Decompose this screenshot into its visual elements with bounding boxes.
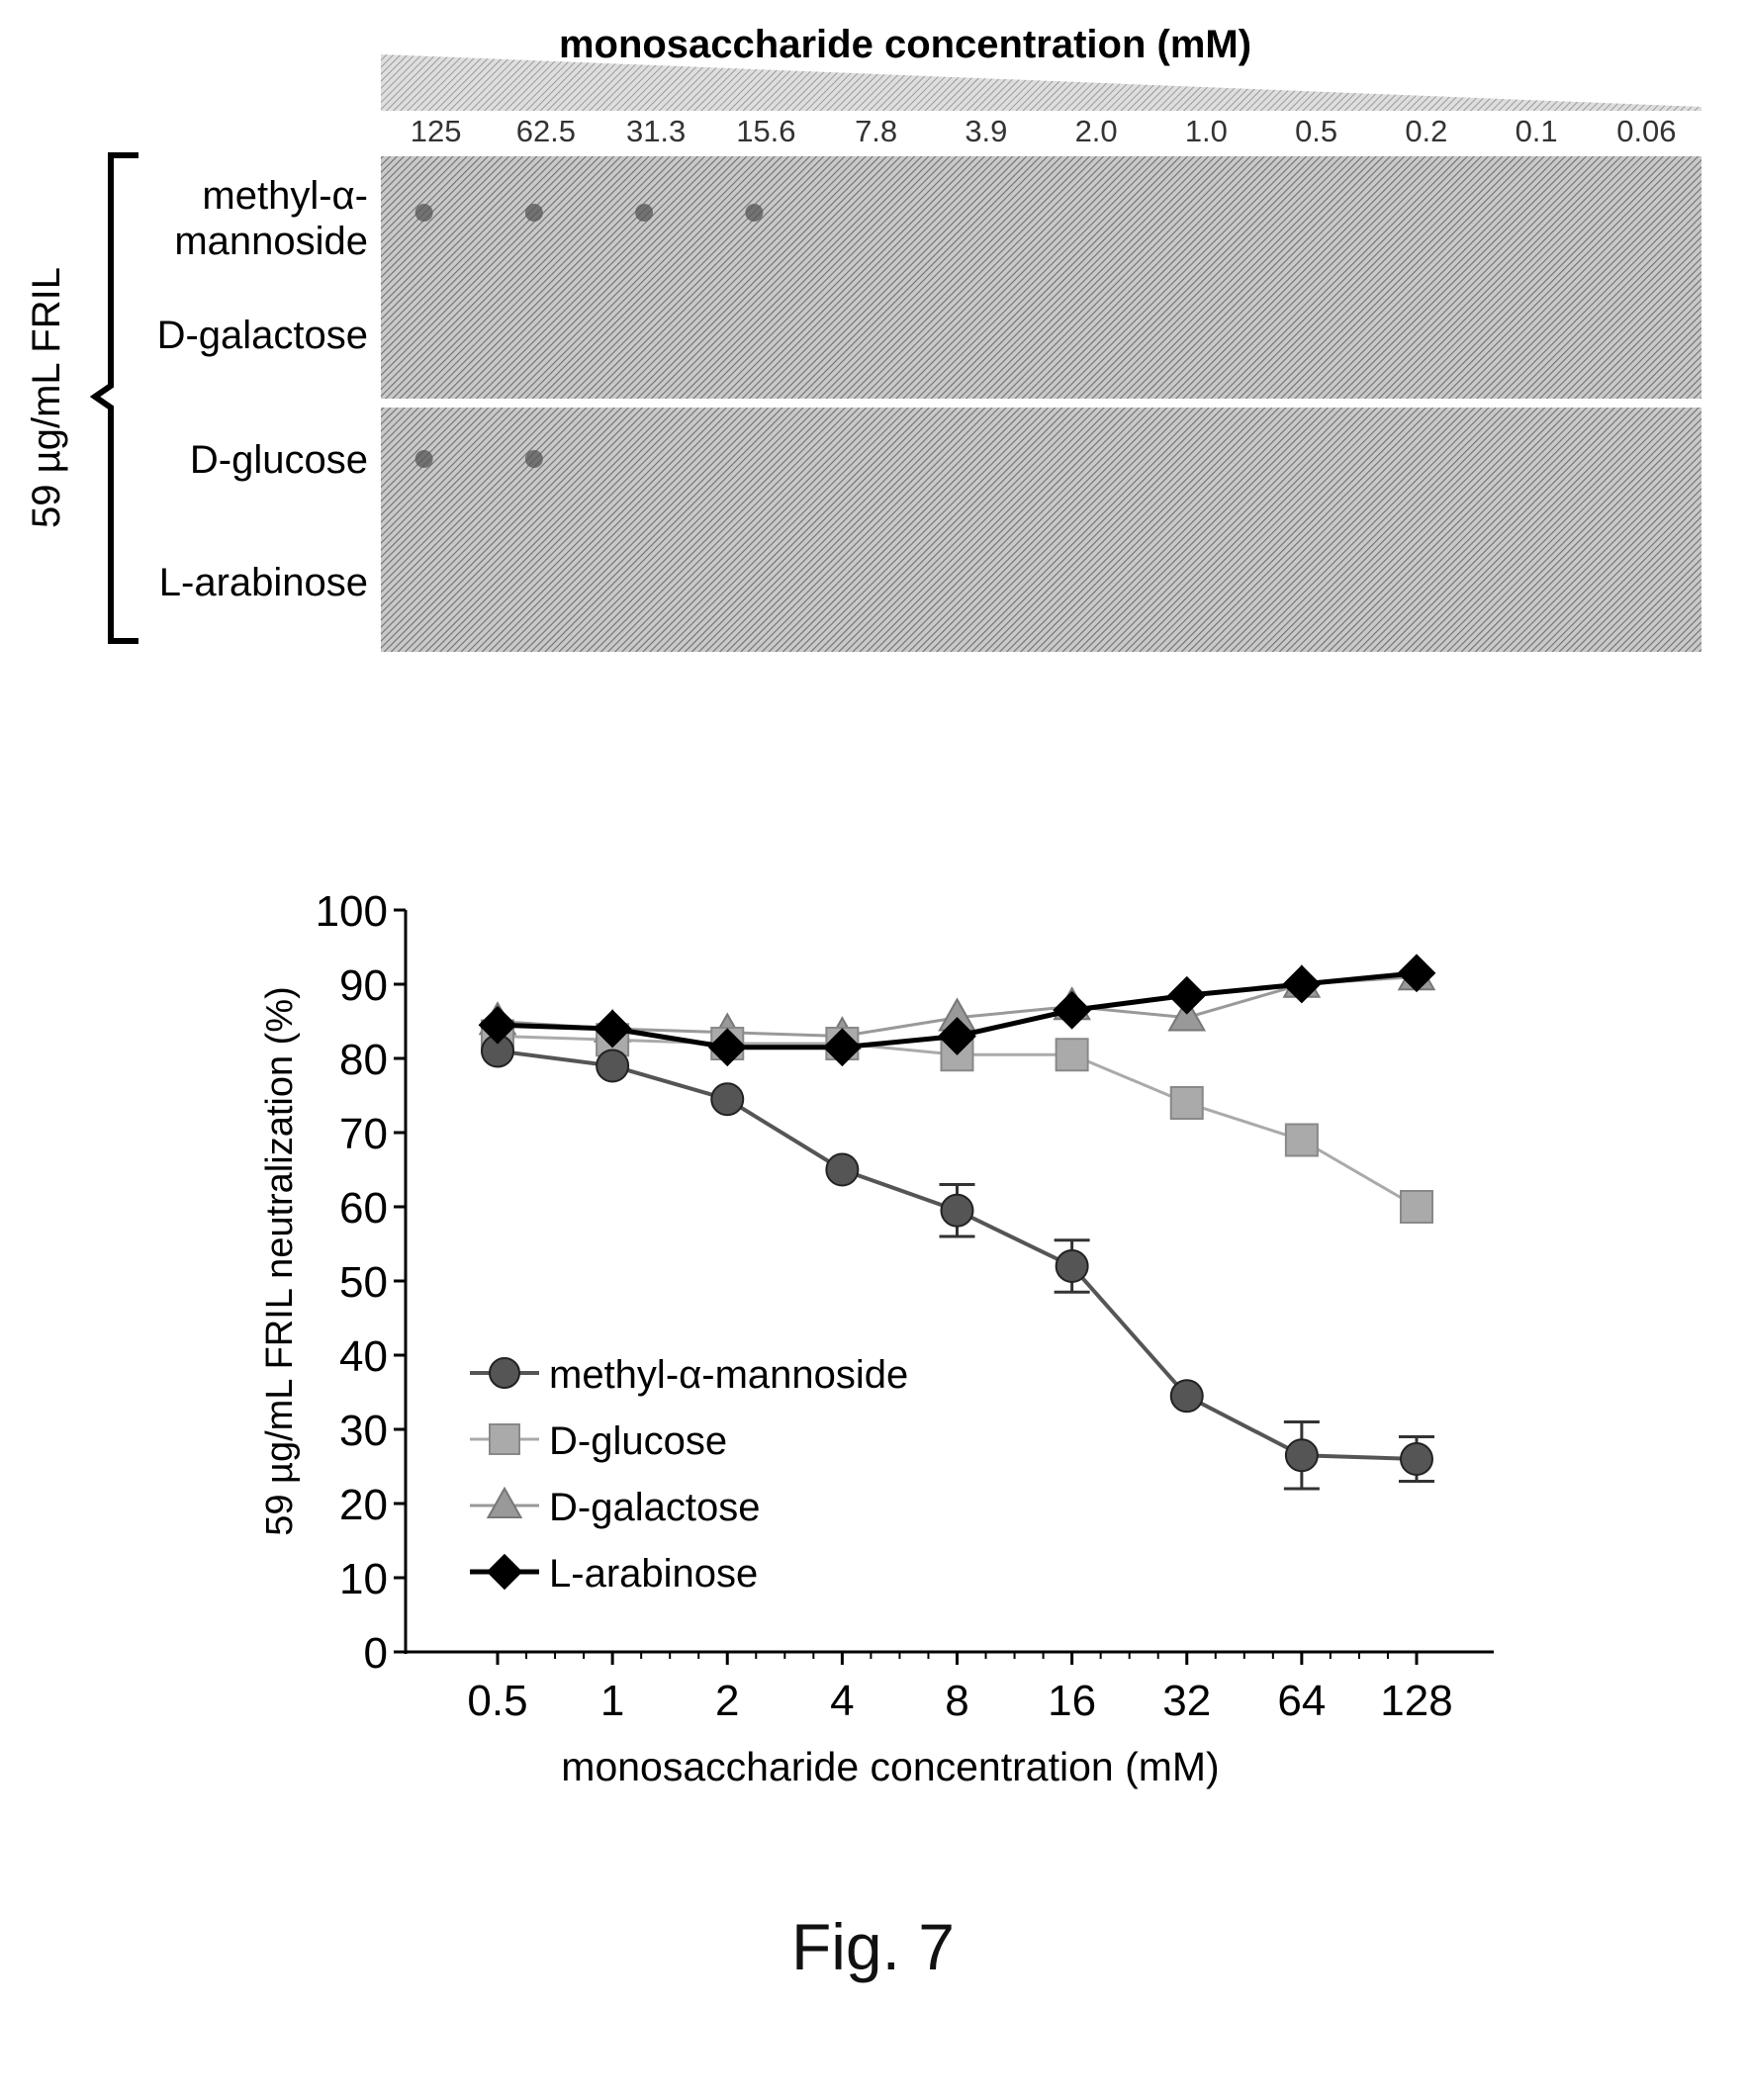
gel-row-label: methyl-α- xyxy=(202,174,368,218)
data-point xyxy=(1284,1123,1319,1157)
concentration-label: 7.8 xyxy=(855,114,897,148)
y-tick-label: 20 xyxy=(339,1481,388,1529)
data-point xyxy=(1167,975,1207,1015)
concentration-label: 0.1 xyxy=(1516,114,1558,148)
data-point xyxy=(710,1082,745,1117)
legend-marker xyxy=(486,1486,523,1518)
gel-panel: monosaccharide concentration (mM) 125 62.… xyxy=(25,23,1701,652)
data-point xyxy=(1400,1190,1433,1224)
data-point xyxy=(940,1193,974,1228)
y-tick-label: 90 xyxy=(339,961,388,1010)
data-point xyxy=(593,1009,632,1049)
gel-spots xyxy=(414,204,764,468)
data-point xyxy=(938,1017,976,1055)
gel-image-top xyxy=(381,156,1701,399)
x-tick-label: 1 xyxy=(600,1677,624,1725)
x-tick-label: 128 xyxy=(1380,1677,1452,1725)
concentration-label: 125 xyxy=(411,114,462,148)
x-tick-label: 2 xyxy=(715,1677,739,1725)
concentration-gradient-wedge xyxy=(381,54,1701,111)
data-point xyxy=(1169,1086,1204,1120)
x-tick-label: 8 xyxy=(945,1677,968,1725)
data-point xyxy=(1282,964,1322,1004)
row-group-bracket xyxy=(89,152,138,644)
figure-label: Fig. 7 xyxy=(790,1910,956,1983)
legend-marker xyxy=(489,1423,520,1455)
data-point xyxy=(1397,954,1436,993)
y-tick-label: 70 xyxy=(339,1110,388,1158)
gel-row-labels: methyl-α-mannoside D-galactose D-glucose L-… xyxy=(157,174,368,604)
gel-image-bottom xyxy=(381,408,1701,652)
concentration-label: 0.06 xyxy=(1616,114,1676,148)
data-point xyxy=(825,1152,860,1187)
data-point xyxy=(1400,1442,1433,1476)
concentration-labels: 125 62.5 31.3 15.6 7.8 3.9 2.0 1.0 0.5 0.2 0.1 0.06 xyxy=(411,114,1677,148)
gel-spot xyxy=(524,204,543,222)
gel-title: monosaccharide concentration (mM) xyxy=(559,23,1251,66)
data-point xyxy=(1053,990,1092,1030)
data-point xyxy=(1284,1438,1319,1473)
y-tick-label: 30 xyxy=(339,1407,388,1455)
series-line xyxy=(497,1049,1418,1461)
gel-row-label: mannoside xyxy=(174,220,368,263)
gel-spot xyxy=(524,450,543,468)
concentration-label: 3.9 xyxy=(965,114,1007,148)
data-point xyxy=(822,1028,862,1067)
y-tick-label: 40 xyxy=(339,1332,388,1381)
y-tick-label: 60 xyxy=(339,1184,388,1233)
gel-row-label: L-arabinose xyxy=(159,561,368,604)
side-label: 59 µg/mL FRIL xyxy=(25,267,68,528)
data-point xyxy=(1055,1038,1089,1072)
concentration-label: 0.2 xyxy=(1405,114,1447,148)
legend-label: D-glucose xyxy=(549,1419,727,1463)
concentration-label: 31.3 xyxy=(626,114,686,148)
data-point xyxy=(707,1028,747,1067)
data-point xyxy=(478,1005,517,1045)
series-0 xyxy=(481,1034,1434,1491)
legend-marker xyxy=(486,1553,523,1591)
legend-label: L-arabinose xyxy=(549,1552,758,1596)
legend-marker xyxy=(489,1357,520,1389)
gel-spot xyxy=(414,204,433,222)
gel-spot xyxy=(414,450,433,468)
data-point xyxy=(1169,1379,1204,1414)
y-tick-label: 50 xyxy=(339,1258,388,1307)
x-axis-label: monosaccharide concentration (mM) xyxy=(561,1744,1219,1789)
x-tick-label: 4 xyxy=(830,1677,854,1725)
y-tick-label: 80 xyxy=(339,1036,388,1084)
y-tick-label: 100 xyxy=(316,887,388,936)
y-tick-label: 0 xyxy=(364,1629,388,1678)
legend-label: D-galactose xyxy=(549,1486,760,1529)
gel-row-label: D-galactose xyxy=(157,314,368,357)
x-axis: 0.5 1 2 4 8 16 32 64 128 xyxy=(406,1650,1494,1725)
concentration-label: 62.5 xyxy=(516,114,576,148)
y-axis-label: 59 µg/mL FRIL neutralization (%) xyxy=(259,986,301,1536)
gel-spot xyxy=(635,204,654,222)
data-point xyxy=(596,1049,630,1083)
y-tick-label: 10 xyxy=(339,1555,388,1603)
legend: methyl-α-mannoside D-glucose D-galactose L-… xyxy=(470,1353,908,1596)
y-axis: 0 10 20 30 40 50 60 70 80 90 100 xyxy=(316,887,408,1678)
x-tick-label: 0.5 xyxy=(467,1677,527,1725)
data-point xyxy=(1167,997,1207,1032)
concentration-label: 0.5 xyxy=(1295,114,1337,148)
x-tick-label: 32 xyxy=(1162,1677,1211,1725)
x-tick-label: 64 xyxy=(1277,1677,1326,1725)
data-point xyxy=(1055,1249,1089,1283)
gel-row-label: D-glucose xyxy=(190,438,368,482)
gel-spot xyxy=(745,204,764,222)
legend-label: methyl-α-mannoside xyxy=(549,1353,908,1397)
series-3 xyxy=(478,954,1436,1067)
x-tick-label: 16 xyxy=(1048,1677,1096,1725)
concentration-label: 1.0 xyxy=(1185,114,1228,148)
concentration-label: 2.0 xyxy=(1075,114,1118,148)
series-layer xyxy=(478,954,1436,1491)
concentration-label: 15.6 xyxy=(736,114,795,148)
